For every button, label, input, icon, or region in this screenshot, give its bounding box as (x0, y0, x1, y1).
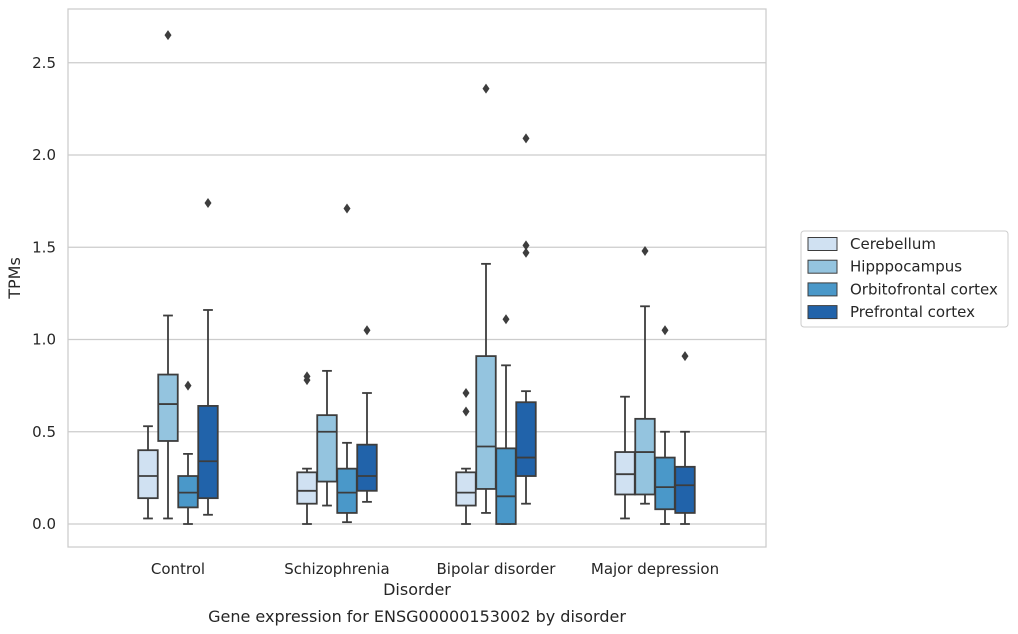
box-iqr (455, 471, 477, 507)
box-iqr (495, 447, 517, 525)
x-tick-label: Major depression (591, 560, 719, 578)
box-iqr (674, 465, 696, 514)
x-tick-label: Schizophrenia (284, 560, 389, 578)
y-axis-ticks: 0.0 0.5 1.0 1.5 2.0 2.5 (32, 54, 56, 533)
outlier-point (164, 30, 172, 41)
box (296, 371, 318, 525)
box (455, 388, 477, 525)
outlier-point (184, 380, 192, 391)
box (157, 30, 179, 520)
outlier-point (363, 325, 371, 336)
box (475, 83, 497, 514)
box (654, 325, 676, 525)
outlier-point (462, 388, 470, 399)
y-tick-label: 1.0 (32, 331, 56, 349)
outlier-point (204, 197, 212, 208)
box (634, 245, 656, 505)
box-iqr (137, 449, 159, 500)
legend-frame (800, 230, 1009, 328)
outlier-point (303, 371, 311, 382)
x-tick-label: Bipolar disorder (437, 560, 557, 578)
outlier-point (462, 406, 470, 417)
chart-caption: Gene expression for ENSG00000153002 by d… (208, 607, 626, 626)
box (177, 380, 199, 525)
legend-swatch (807, 282, 838, 297)
y-tick-label: 0.5 (32, 423, 56, 441)
outlier-point (502, 314, 510, 325)
box-iqr (356, 443, 378, 492)
outlier-point (522, 247, 530, 258)
box-iqr (197, 405, 219, 500)
box-iqr (614, 451, 636, 496)
box-iqr (654, 456, 676, 511)
box-iqr (475, 355, 497, 490)
outlier-point (661, 325, 669, 336)
y-tick-label: 2.0 (32, 146, 56, 164)
legend-swatch (807, 305, 838, 320)
box (356, 325, 378, 503)
outlier-point (522, 240, 530, 251)
outlier-point (681, 351, 689, 362)
box-iqr (634, 417, 656, 496)
legend-label: Prefrontal cortex (850, 303, 975, 321)
x-tick-label: Control (151, 560, 205, 578)
legend: Cerebellum Hipppocampus Orbitofrontal cort… (800, 230, 1009, 328)
outlier-point (482, 83, 490, 94)
x-axis-label: Disorder (383, 580, 451, 599)
outlier-point (641, 245, 649, 256)
box-iqr (336, 467, 358, 514)
box (674, 351, 696, 525)
outlier-point (522, 133, 530, 144)
box (316, 369, 338, 507)
legend-label: Orbitofrontal cortex (850, 280, 998, 298)
box (197, 197, 219, 516)
box (614, 395, 636, 520)
x-axis-ticks: Control Schizophrenia Bipolar disorder Majo… (151, 560, 719, 578)
legend-label: Hipppocampus (850, 258, 962, 276)
box-iqr (316, 414, 338, 483)
box (515, 133, 537, 505)
box-iqr (177, 475, 199, 509)
box (137, 425, 159, 520)
legend-swatch (807, 237, 838, 251)
legend-label: Cerebellum (850, 235, 936, 253)
box-iqr (515, 401, 537, 477)
box-iqr (296, 471, 318, 505)
box (495, 314, 517, 525)
box (336, 203, 358, 524)
box-series (137, 30, 696, 525)
box-iqr (157, 373, 179, 442)
y-tick-label: 2.5 (32, 54, 56, 72)
plot-area (67, 8, 767, 548)
y-tick-label: 0.0 (32, 515, 56, 533)
outlier-point (343, 203, 351, 214)
y-axis-label: TPMs (5, 257, 24, 300)
legend-swatch (807, 259, 838, 274)
y-tick-label: 1.5 (32, 238, 56, 256)
grid-lines (68, 62, 766, 525)
